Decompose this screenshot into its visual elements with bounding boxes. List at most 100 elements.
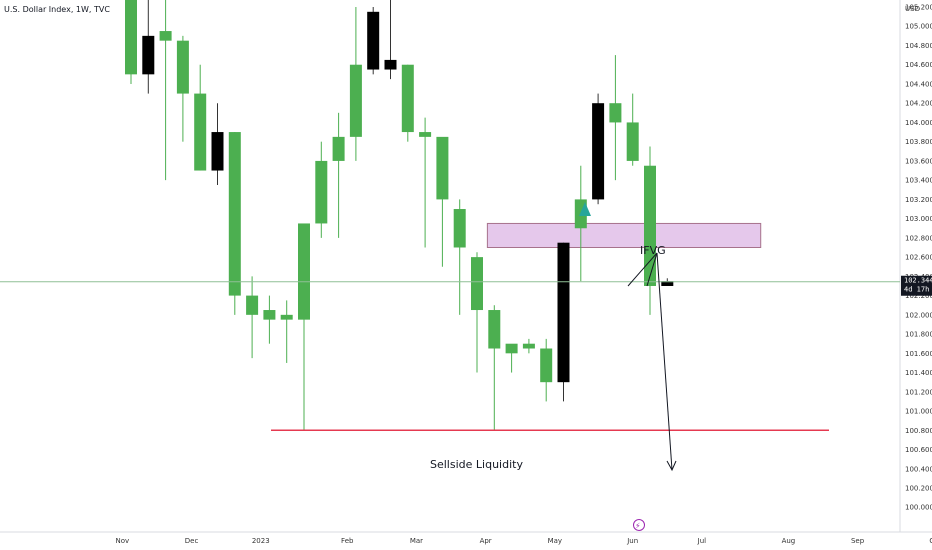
- y-tick-label: 103.400: [905, 177, 932, 185]
- candle-body: [557, 242, 570, 383]
- ifvg-label: IFVG: [640, 244, 666, 257]
- candle[interactable]: [626, 93, 639, 166]
- candle[interactable]: [176, 35, 189, 142]
- candle-body: [471, 257, 483, 311]
- candle-body: [194, 93, 207, 171]
- y-tick-label: 100.000: [905, 504, 932, 512]
- ifvg-zone[interactable]: [486, 222, 762, 248]
- y-tick-label: 104.200: [905, 100, 932, 108]
- time-axis[interactable]: [0, 532, 932, 550]
- x-tick-label: 2023: [252, 537, 270, 545]
- candles: [125, 0, 674, 431]
- price-axis[interactable]: [900, 0, 932, 532]
- candle[interactable]: [332, 112, 345, 238]
- x-tick-label: Dec: [185, 537, 199, 545]
- y-tick-label: 100.200: [905, 485, 932, 493]
- candle[interactable]: [505, 343, 518, 373]
- x-tick-label: Sep: [851, 537, 865, 545]
- candle[interactable]: [280, 300, 293, 363]
- candle-body: [626, 122, 639, 161]
- candle[interactable]: [540, 338, 553, 402]
- candle[interactable]: [228, 132, 241, 315]
- x-tick-label: Apr: [480, 537, 492, 545]
- candle[interactable]: [401, 64, 414, 142]
- candle[interactable]: [453, 199, 466, 315]
- y-tick-label: 105.200: [905, 4, 932, 12]
- x-tick-label: May: [548, 537, 562, 545]
- x-tick-label: Oct: [929, 537, 932, 545]
- y-tick-label: 102.000: [905, 311, 932, 319]
- x-tick-label: Mar: [410, 537, 423, 545]
- candle[interactable]: [211, 103, 224, 185]
- candle-body: [228, 132, 241, 296]
- candle[interactable]: [488, 305, 501, 431]
- candle-body: [159, 31, 172, 41]
- y-tick-label: 100.400: [905, 465, 932, 473]
- candle-body: [263, 310, 276, 320]
- y-tick-label: 101.600: [905, 350, 932, 358]
- candle-body: [367, 11, 380, 70]
- candle-body: [436, 136, 449, 200]
- candle-body: [661, 281, 674, 286]
- y-tick-label: 104.000: [905, 119, 932, 127]
- currency-label: USD: [905, 5, 920, 13]
- candle-body: [384, 59, 397, 70]
- candle[interactable]: [142, 0, 155, 94]
- candle-body: [246, 295, 259, 315]
- y-tick-label: 103.800: [905, 138, 932, 146]
- candle[interactable]: [661, 278, 674, 286]
- candle[interactable]: [349, 7, 362, 161]
- y-tick-label: 100.600: [905, 446, 932, 454]
- x-tick-label: Jul: [697, 537, 707, 545]
- candle-body: [315, 160, 328, 224]
- sellside-liquidity-label: Sellside Liquidity: [430, 458, 523, 471]
- y-tick-label: 100.800: [905, 427, 932, 435]
- candle[interactable]: [367, 7, 380, 75]
- x-tick-label: Aug: [782, 537, 796, 545]
- candle[interactable]: [522, 338, 535, 354]
- candle[interactable]: [557, 242, 570, 402]
- candle-body: [349, 64, 362, 137]
- current-price-value: 102.344: [904, 277, 932, 285]
- y-tick-label: 103.000: [905, 215, 932, 223]
- candle[interactable]: [159, 0, 172, 181]
- y-tick-label: 103.200: [905, 196, 932, 204]
- candle[interactable]: [592, 93, 605, 205]
- plot-area[interactable]: [0, 0, 900, 532]
- candle-body: [176, 40, 189, 94]
- candle[interactable]: [609, 55, 622, 181]
- candle[interactable]: [315, 141, 328, 238]
- candle[interactable]: [125, 0, 137, 84]
- candle[interactable]: [298, 223, 310, 431]
- y-tick-label: 104.600: [905, 61, 932, 69]
- candle[interactable]: [263, 295, 276, 344]
- y-tick-label: 101.000: [905, 408, 932, 416]
- up-arrow-icon: [579, 202, 591, 216]
- countdown-value: 4d 17h: [904, 286, 929, 294]
- y-tick-label: 102.800: [905, 234, 932, 242]
- candle[interactable]: [419, 117, 432, 248]
- candle[interactable]: [194, 64, 207, 171]
- projection-arrow-line: [656, 252, 673, 471]
- candle[interactable]: [246, 276, 259, 359]
- candle[interactable]: [471, 252, 483, 373]
- candle-body: [540, 348, 553, 383]
- y-tick-label: 104.800: [905, 42, 932, 50]
- y-tick-label: 101.200: [905, 388, 932, 396]
- candle-body: [142, 35, 155, 75]
- candle[interactable]: [644, 146, 656, 315]
- chart-title: U.S. Dollar Index, 1W, TVC: [4, 5, 110, 14]
- candle-body: [488, 310, 501, 349]
- candle-body: [401, 64, 414, 133]
- x-tick-label: Nov: [116, 537, 130, 545]
- x-tick-label: Feb: [341, 537, 354, 545]
- candle[interactable]: [436, 136, 449, 267]
- candle-body: [332, 136, 345, 161]
- candle-body: [453, 209, 466, 248]
- lightning-icon[interactable]: ⚡: [633, 519, 645, 531]
- projection-arrow-head: [666, 460, 677, 472]
- y-tick-label: 102.600: [905, 254, 932, 262]
- candle[interactable]: [384, 0, 397, 80]
- y-tick-label: 101.400: [905, 369, 932, 377]
